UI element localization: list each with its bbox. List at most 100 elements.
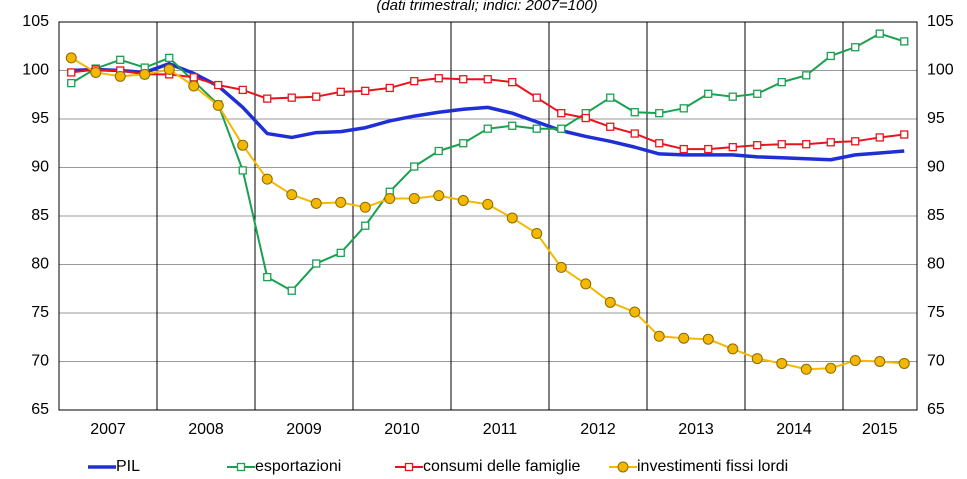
point-marker — [238, 85, 247, 95]
point-marker — [704, 144, 713, 154]
point-marker — [604, 296, 616, 308]
point-marker — [286, 189, 298, 201]
point-marker — [410, 162, 419, 171]
point-marker — [459, 139, 468, 148]
point-marker — [678, 332, 690, 344]
point-marker — [825, 362, 837, 374]
legend-marker — [617, 461, 629, 473]
point-marker — [655, 139, 664, 148]
point-marker — [361, 86, 370, 96]
point-marker — [263, 272, 272, 282]
point-marker — [238, 166, 247, 175]
point-marker — [580, 278, 592, 290]
point-marker — [557, 109, 566, 118]
point-marker — [851, 43, 860, 52]
point-marker — [532, 93, 541, 102]
point-marker — [336, 87, 345, 96]
x-tick-label: 2015 — [862, 421, 898, 438]
point-marker — [261, 173, 273, 185]
point-marker — [630, 108, 639, 117]
point-marker — [508, 121, 517, 130]
y2-tick-label: 100 — [927, 62, 954, 79]
legend-label: esportazioni — [255, 458, 341, 475]
point-marker — [116, 55, 125, 64]
point-marker — [874, 356, 886, 367]
point-marker — [188, 80, 200, 92]
point-marker — [139, 68, 151, 80]
legend-label: investimenti fissi lordi — [637, 458, 788, 475]
y-tick-label: 75 — [31, 304, 49, 321]
point-marker — [826, 51, 835, 61]
y2-tick-label: 105 — [927, 13, 954, 30]
y-tick-label: 100 — [22, 62, 49, 79]
point-marker — [777, 77, 786, 87]
x-tick-label: 2008 — [188, 421, 224, 438]
point-marker — [483, 75, 492, 84]
point-marker — [287, 286, 296, 295]
point-marker — [557, 124, 566, 133]
point-marker — [214, 80, 223, 90]
legend-marker — [404, 462, 414, 472]
x-tick-label: 2014 — [776, 421, 812, 438]
point-marker — [702, 333, 714, 345]
point-marker — [459, 75, 468, 84]
series-line — [70, 57, 905, 371]
legend-label: PIL — [116, 458, 140, 475]
point-marker — [506, 212, 518, 224]
point-marker — [67, 78, 76, 88]
y2-tick-label: 90 — [927, 159, 945, 176]
point-marker — [679, 144, 688, 154]
point-marker — [189, 73, 198, 82]
x-tick-label: 2009 — [286, 421, 322, 438]
point-marker — [630, 129, 639, 138]
point-marker — [408, 193, 420, 205]
point-marker — [90, 66, 102, 78]
y2-tick-label: 70 — [927, 353, 945, 370]
point-marker — [581, 113, 590, 123]
series-line — [70, 32, 905, 292]
point-marker — [483, 124, 492, 133]
point-marker — [263, 94, 272, 103]
point-marker — [410, 77, 419, 86]
point-marker — [312, 259, 321, 268]
point-marker — [728, 142, 737, 152]
point-marker — [384, 193, 396, 205]
y-tick-label: 80 — [31, 256, 49, 273]
y2-tick-label: 80 — [927, 256, 945, 273]
point-marker — [606, 93, 615, 102]
point-marker — [359, 201, 371, 213]
point-marker — [385, 83, 394, 93]
point-marker — [336, 248, 345, 258]
point-marker — [655, 109, 664, 118]
point-marker — [776, 357, 788, 369]
point-marker — [777, 140, 786, 149]
y2-tick-label: 85 — [927, 207, 945, 224]
point-marker — [165, 53, 174, 63]
point-marker — [679, 104, 688, 113]
point-marker — [802, 140, 811, 149]
point-marker — [163, 64, 175, 76]
point-marker — [900, 37, 909, 46]
point-marker — [434, 74, 443, 83]
x-tick-label: 2007 — [90, 421, 126, 438]
point-marker — [606, 122, 615, 131]
y-tick-label: 65 — [31, 401, 49, 418]
x-tick-label: 2013 — [678, 421, 714, 438]
x-tick-label: 2010 — [384, 421, 420, 438]
point-marker — [312, 92, 321, 101]
point-marker — [802, 71, 811, 80]
point-marker — [482, 198, 494, 210]
point-marker — [753, 89, 762, 98]
point-marker — [212, 99, 224, 111]
y2-tick-label: 65 — [927, 401, 945, 418]
point-marker — [826, 138, 835, 147]
point-marker — [898, 357, 910, 369]
y-tick-label: 95 — [31, 110, 49, 127]
y-tick-label: 90 — [31, 159, 49, 176]
point-marker — [555, 261, 567, 273]
y2-tick-label: 95 — [927, 110, 945, 127]
point-marker — [434, 146, 443, 156]
legend-marker — [236, 462, 246, 472]
point-marker — [114, 70, 126, 82]
